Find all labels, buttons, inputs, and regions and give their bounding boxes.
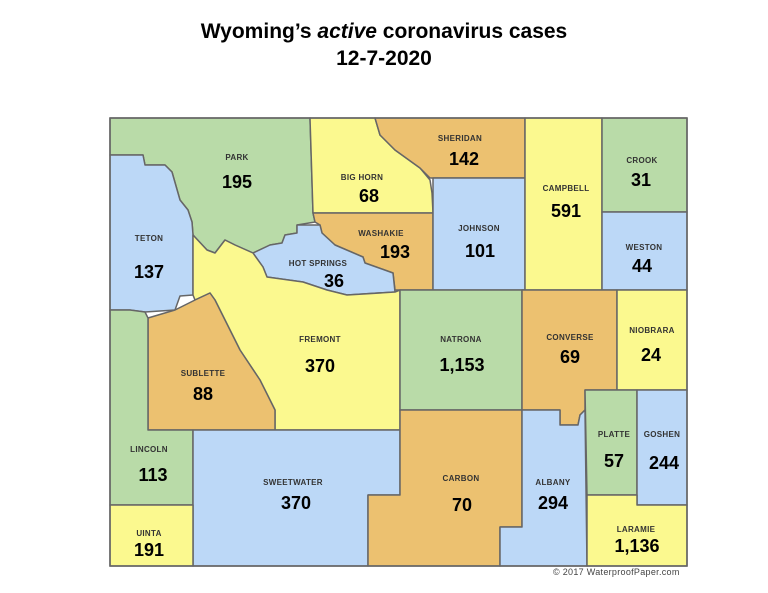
county-cases-park: 195 xyxy=(222,172,252,192)
county-name-johnson: JOHNSON xyxy=(458,224,500,233)
county-name-sheridan: SHERIDAN xyxy=(438,134,482,143)
county-cases-goshen: 244 xyxy=(649,453,679,473)
county-name-crook: CROOK xyxy=(626,156,657,165)
map-title: Wyoming’s active coronavirus cases xyxy=(0,20,768,44)
county-name-weston: WESTON xyxy=(626,243,663,252)
county-name-fremont: FREMONT xyxy=(299,335,341,344)
county-name-uinta: UINTA xyxy=(136,529,161,538)
county-name-sublette: SUBLETTE xyxy=(181,369,226,378)
county-goshen xyxy=(636,389,688,506)
map-date: 12-7-2020 xyxy=(336,47,432,70)
county-name-big-horn: BIG HORN xyxy=(341,173,383,182)
county-name-washakie: WASHAKIE xyxy=(358,229,404,238)
county-name-campbell: CAMPBELL xyxy=(543,184,590,193)
county-name-hot-springs: HOT SPRINGS xyxy=(289,259,348,268)
county-cases-carbon: 70 xyxy=(452,495,472,515)
county-name-converse: CONVERSE xyxy=(546,333,594,342)
title-emphasis: active xyxy=(317,20,377,43)
county-cases-albany: 294 xyxy=(538,493,568,513)
county-name-carbon: CARBON xyxy=(443,474,480,483)
county-name-laramie: LARAMIE xyxy=(617,525,656,534)
county-cases-teton: 137 xyxy=(134,262,164,282)
county-cases-johnson: 101 xyxy=(465,241,495,261)
title-text: Wyoming’s xyxy=(200,20,318,43)
county-cases-big-horn: 68 xyxy=(359,186,379,206)
county-name-platte: PLATTE xyxy=(598,430,631,439)
county-cases-converse: 69 xyxy=(560,347,580,367)
county-niobrara xyxy=(616,289,688,391)
title-text: coronavirus cases xyxy=(376,20,568,43)
county-cases-crook: 31 xyxy=(631,170,651,190)
county-name-natrona: NATRONA xyxy=(440,335,482,344)
county-cases-fremont: 370 xyxy=(305,356,335,376)
county-cases-sheridan: 142 xyxy=(449,149,479,169)
county-cases-sublette: 88 xyxy=(193,384,213,404)
county-cases-platte: 57 xyxy=(604,451,624,471)
county-name-teton: TETON xyxy=(135,234,163,243)
county-cases-uinta: 191 xyxy=(134,540,164,560)
county-name-goshen: GOSHEN xyxy=(644,430,680,439)
county-natrona xyxy=(399,289,523,411)
state-border xyxy=(109,117,688,567)
county-name-sweetwater: SWEETWATER xyxy=(263,478,323,487)
county-cases-weston: 44 xyxy=(632,256,652,276)
county-name-albany: ALBANY xyxy=(535,478,570,487)
county-cases-sweetwater: 370 xyxy=(281,493,311,513)
county-name-lincoln: LINCOLN xyxy=(130,445,168,454)
county-crook xyxy=(601,117,688,213)
county-platte xyxy=(584,389,638,496)
copyright: © 2017 WaterproofPaper.com xyxy=(553,567,680,577)
county-cases-natrona: 1,153 xyxy=(439,355,484,375)
county-johnson xyxy=(432,177,526,291)
county-cases-laramie: 1,136 xyxy=(614,536,659,556)
county-cases-campbell: 591 xyxy=(551,201,581,221)
county-cases-lincoln: 113 xyxy=(138,465,167,485)
county-cases-hot-springs: 36 xyxy=(324,271,344,291)
county-cases-washakie: 193 xyxy=(380,242,410,262)
county-name-niobrara: NIOBRARA xyxy=(629,326,675,335)
county-cases-niobrara: 24 xyxy=(641,345,661,365)
county-name-park: PARK xyxy=(225,153,248,162)
